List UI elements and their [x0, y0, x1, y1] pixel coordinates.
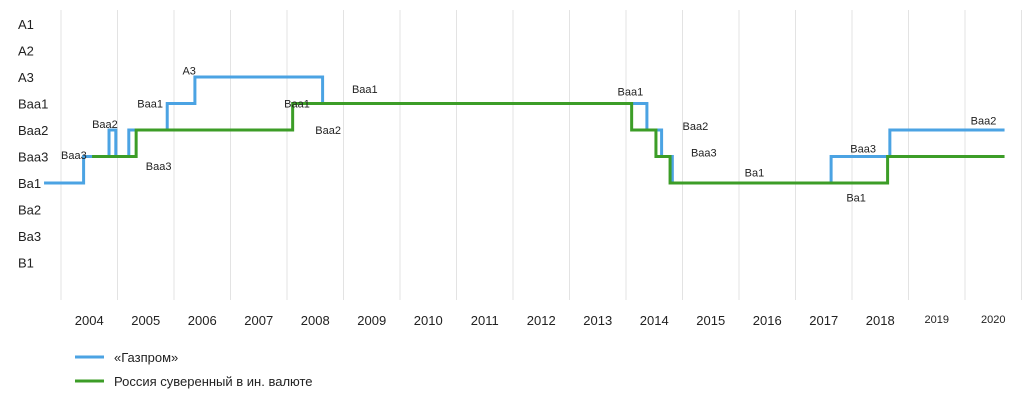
- x-tick-label: 2009: [357, 313, 386, 328]
- rating-annotation: Baa3: [61, 150, 87, 162]
- legend: «Газпром» Россия суверенный в ин. валюте: [75, 350, 313, 389]
- rating-annotation: Baa2: [683, 121, 709, 133]
- rating-annotation: Baa1: [284, 99, 310, 111]
- y-tick-label: Ba2: [18, 203, 41, 218]
- x-tick-label: 2008: [301, 313, 330, 328]
- rating-annotation: A3: [182, 65, 195, 77]
- x-tick-label: 2012: [527, 313, 556, 328]
- x-tick-label: 2007: [244, 313, 273, 328]
- russia-sovereign-rating-line: [92, 102, 1005, 185]
- legend-label-russia: Россия суверенный в ин. валюте: [114, 374, 313, 389]
- y-tick-label: Baa1: [18, 97, 48, 112]
- rating-annotation: Baa3: [146, 161, 172, 173]
- x-tick-label: 2015: [696, 313, 725, 328]
- y-tick-label: A2: [18, 44, 34, 59]
- y-tick-label: B1: [18, 256, 34, 271]
- rating-annotation: Ba1: [745, 167, 765, 179]
- x-tick-label: 2004: [75, 313, 104, 328]
- x-tick-label: 2017: [809, 313, 838, 328]
- x-axis-labels: 2004 2005 2006 2007 2008 2009 2010 2011 2012 2013…: [75, 313, 1006, 328]
- rating-annotation: Baa2: [971, 116, 997, 128]
- rating-annotation: Baa1: [618, 87, 644, 99]
- rating-annotation: Baa2: [92, 119, 118, 131]
- x-tick-label: 2005: [131, 313, 160, 328]
- rating-annotation: Baa2: [315, 125, 341, 137]
- x-tick-label: 2013: [583, 313, 612, 328]
- y-tick-label: A3: [18, 70, 34, 85]
- rating-annotation: Baa1: [137, 99, 163, 111]
- series-lines: [44, 75, 1005, 185]
- x-tick-label: 2016: [753, 313, 782, 328]
- rating-annotation: Baa1: [352, 84, 378, 96]
- x-tick-label: 2020: [981, 314, 1005, 326]
- rating-annotation: Ba1: [846, 193, 866, 205]
- rating-annotation: Baa3: [850, 144, 876, 156]
- legend-label-gazprom: «Газпром»: [114, 350, 178, 365]
- y-tick-label: A1: [18, 17, 34, 32]
- rating-annotations: Baa3 Baa2 Baa3 Baa1 A3 Baa1 Baa2 Baa1 Baa1 Baa2 Ba…: [61, 65, 996, 204]
- rating-annotation: Baa3: [691, 148, 717, 160]
- x-tick-label: 2011: [471, 313, 499, 328]
- x-tick-label: 2006: [188, 313, 217, 328]
- x-tick-label: 2019: [925, 314, 949, 326]
- y-tick-label: Baa2: [18, 123, 48, 138]
- x-tick-label: 2014: [640, 313, 669, 328]
- y-tick-label: Ba3: [18, 229, 41, 244]
- y-tick-label: Baa3: [18, 150, 48, 165]
- y-axis-labels: A1 A2 A3 Baa1 Baa2 Baa3 Ba1 Ba2 Ba3 B1: [18, 17, 48, 271]
- x-tick-label: 2018: [866, 313, 895, 328]
- y-tick-label: Ba1: [18, 176, 41, 191]
- x-tick-label: 2010: [414, 313, 443, 328]
